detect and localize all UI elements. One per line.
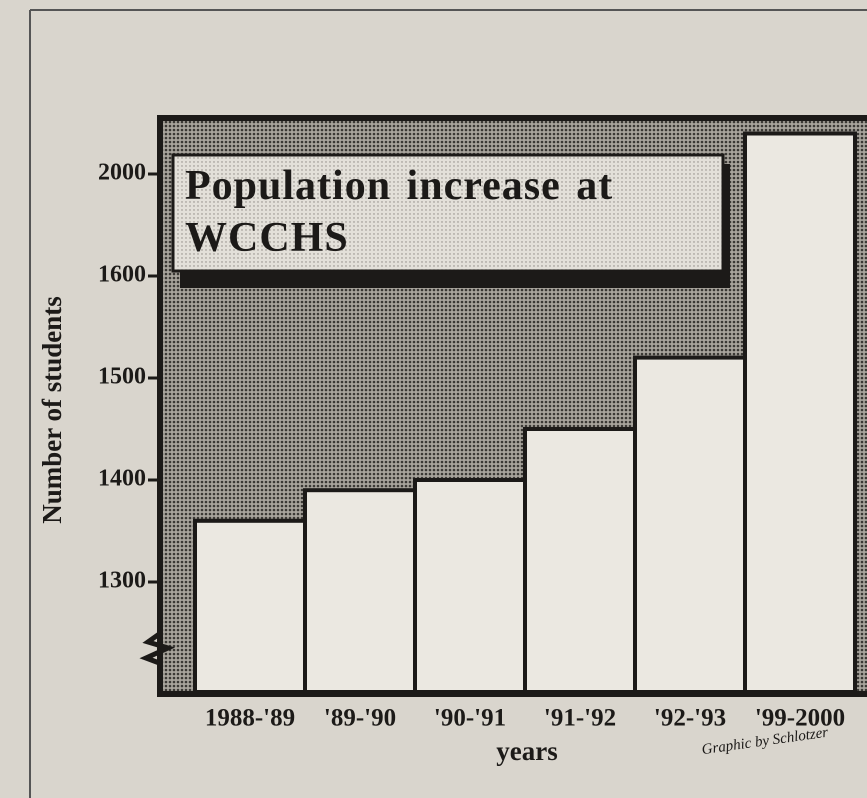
y-tick-label: 1600 (98, 262, 146, 288)
bar (743, 131, 857, 694)
x-tick-label: '91-'92 (544, 705, 616, 732)
x-tick-label: '90-'91 (434, 705, 506, 732)
title-box (171, 153, 725, 273)
x-tick-label: '92-'93 (654, 705, 726, 732)
y-tick-label: 2000 (98, 160, 146, 186)
y-tick-label: 1500 (98, 364, 146, 390)
bar (523, 427, 637, 694)
bar (193, 518, 307, 694)
chart-title: Population increase at WCCHS (185, 163, 614, 261)
y-tick-label: 1400 (98, 466, 146, 492)
x-axis-label: years (496, 736, 557, 766)
bar (633, 355, 747, 694)
y-axis-label: Number of students (37, 296, 67, 524)
bar (413, 478, 527, 694)
bar (303, 488, 417, 695)
y-tick-label: 1300 (98, 568, 146, 594)
x-tick-label: '89-'90 (324, 705, 396, 732)
x-tick-label: '99-2000 (755, 705, 845, 732)
axis-break (139, 629, 176, 667)
x-tick-label: 1988-'89 (205, 705, 295, 732)
